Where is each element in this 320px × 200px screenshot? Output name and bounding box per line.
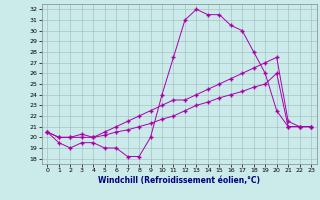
X-axis label: Windchill (Refroidissement éolien,°C): Windchill (Refroidissement éolien,°C) <box>98 176 260 185</box>
